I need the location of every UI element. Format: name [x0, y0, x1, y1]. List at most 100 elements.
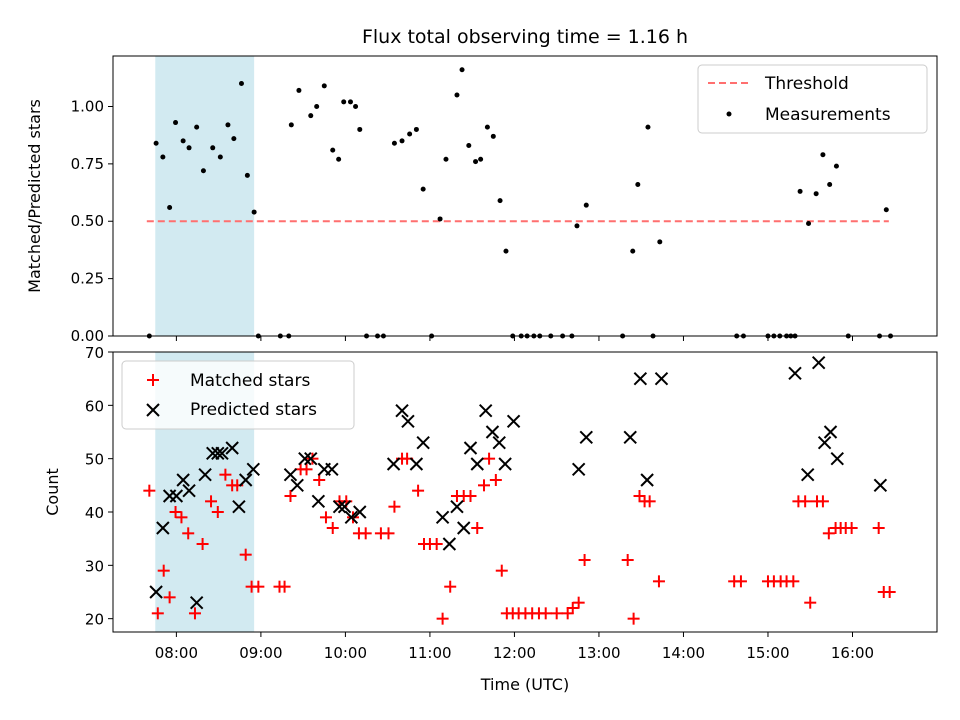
measurement-point — [217, 154, 223, 160]
matched-star-marker — [188, 607, 201, 620]
ratio-y-axis: 0.00 0.25 0.50 0.75 1.00 — [71, 97, 113, 345]
legend-predicted-swatch — [146, 403, 160, 417]
predicted-star-marker-b — [246, 462, 260, 477]
measurement-point — [173, 120, 179, 126]
predicted-star-marker-b — [332, 499, 347, 514]
predicted-star-marker-b — [225, 441, 239, 455]
predicted-star-marker-b — [386, 457, 401, 471]
predicted-star-marker-b — [149, 585, 163, 599]
matched-star-marker — [845, 522, 858, 534]
matched-star-marker — [163, 591, 176, 604]
predicted-star-marker-b — [211, 446, 225, 461]
measurement-point — [186, 145, 192, 151]
predicted-star-marker-b — [325, 462, 339, 477]
predicted-star-marker — [409, 457, 424, 471]
matched-stars-points — [143, 452, 896, 625]
measurement-point — [314, 103, 320, 109]
predicted-star-marker-b — [654, 371, 669, 386]
predicted-star-marker — [485, 425, 500, 439]
predicted-star-marker — [225, 441, 239, 455]
measurement-point — [657, 239, 663, 245]
matched-star-marker — [151, 607, 164, 620]
predicted-star-marker-b — [823, 425, 838, 439]
matched-star-marker — [319, 511, 332, 524]
legend-measurements-swatch — [726, 111, 732, 117]
predicted-star-marker — [457, 521, 471, 535]
time-x-tick-label: 11:00 — [408, 644, 451, 662]
matched-star-marker — [483, 452, 496, 465]
matched-star-marker — [382, 527, 395, 540]
predicted-star-marker — [198, 467, 212, 482]
time-x-axis-label: Time (UTC) — [480, 675, 569, 694]
count-y-axis: 20 30 40 50 60 70 — [85, 344, 113, 629]
measurement-point — [454, 92, 460, 98]
time-x-tick-label: 15:00 — [746, 644, 789, 662]
matched-star-marker — [578, 554, 591, 566]
count-legend-box — [121, 360, 355, 430]
measurement-point — [813, 191, 819, 197]
matched-star-marker — [359, 527, 372, 540]
predicted-star-marker-b — [176, 473, 190, 487]
measurement-point — [321, 83, 327, 89]
matched-star-marker — [239, 548, 252, 561]
matched-star-marker — [478, 479, 491, 492]
predicted-star-marker — [189, 595, 204, 610]
legend-predicted-label: Predicted stars — [190, 400, 317, 420]
predicted-star-marker — [506, 414, 521, 429]
ratio-y-tick-label: 1.00 — [71, 97, 104, 115]
matched-star-marker — [211, 506, 224, 518]
count-y-tick-label: 30 — [85, 557, 104, 575]
time-x-tick-label: 13:00 — [577, 644, 620, 662]
predicted-star-marker-b — [298, 451, 312, 466]
ratio-y-tick-label: 0.00 — [71, 327, 104, 345]
predicted-star-marker-b — [492, 435, 506, 450]
predicted-star-marker — [800, 467, 815, 482]
predicted-star-marker — [156, 521, 170, 535]
predicted-star-marker-b — [498, 457, 512, 471]
matched-star-marker — [436, 612, 449, 625]
predicted-star-marker-b — [435, 510, 450, 525]
predicted-star-marker — [463, 441, 478, 455]
measurement-point — [330, 147, 336, 153]
predicted-star-marker-b — [623, 430, 637, 445]
measurement-point — [353, 103, 359, 109]
predicted-star-marker — [416, 435, 430, 450]
measurement-point — [490, 133, 496, 139]
matched-star-marker — [627, 612, 640, 625]
measurement-point — [225, 122, 231, 128]
predicted-star-marker-b — [409, 457, 424, 471]
measurement-point — [336, 156, 342, 162]
predicted-star-marker-b — [395, 403, 409, 418]
time-x-tick-label: 10:00 — [324, 644, 367, 662]
predicted-star-marker — [571, 462, 586, 477]
predicted-star-marker-b — [198, 467, 212, 482]
count-y-tick-label: 20 — [85, 611, 104, 629]
predicted-star-marker — [215, 446, 229, 461]
predicted-star-marker-b — [442, 537, 457, 551]
predicted-star-marker-b — [304, 451, 318, 466]
matched-star-marker — [313, 474, 326, 486]
matched-star-marker — [872, 522, 885, 534]
predicted-star-marker-b — [189, 595, 204, 610]
count-plot-frame — [112, 351, 938, 633]
matched-star-marker — [278, 580, 291, 593]
matched-star-marker — [652, 575, 665, 588]
measurement-point — [630, 248, 636, 254]
measurement-point — [296, 87, 302, 93]
measurement-point — [645, 124, 651, 130]
predicted-star-marker-b — [478, 403, 493, 418]
predicted-star-marker-b — [457, 521, 471, 535]
measurement-point — [160, 154, 166, 160]
matched-star-marker — [495, 564, 508, 577]
matched-star-marker — [219, 468, 232, 481]
predicted-star-marker-b — [463, 441, 478, 455]
predicted-star-marker — [579, 430, 593, 445]
matched-star-marker — [300, 463, 313, 476]
measurement-point — [251, 209, 257, 215]
matched-star-marker — [633, 490, 646, 502]
matched-star-marker — [196, 538, 209, 550]
legend-measurements-label: Measurements — [765, 105, 891, 125]
measurement-point — [341, 99, 347, 105]
matched-star-marker — [643, 495, 656, 508]
